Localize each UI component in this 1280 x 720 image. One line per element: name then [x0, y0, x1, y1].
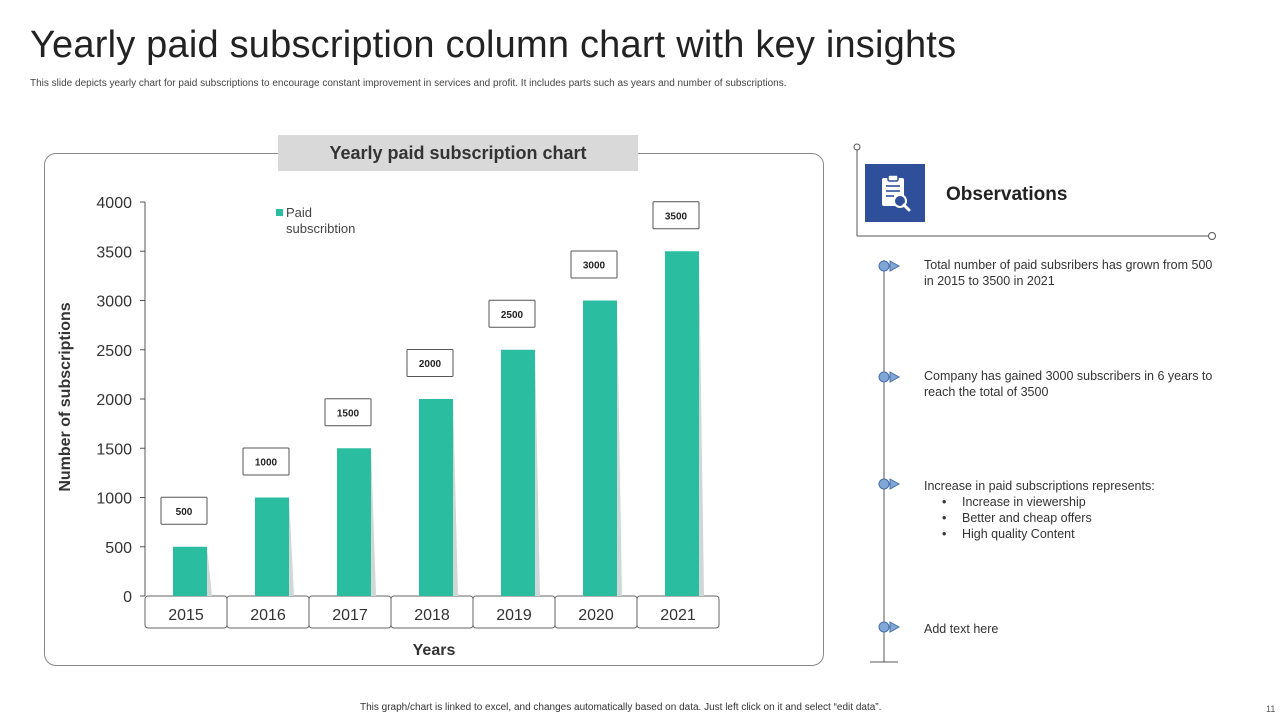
y-tick-label: 2500 [96, 343, 132, 360]
bar-shadow [699, 251, 704, 596]
data-label: 3500 [665, 211, 688, 222]
x-tick-label: 2018 [414, 607, 450, 624]
chart-bars [173, 251, 704, 596]
data-label-box [570, 250, 618, 279]
y-tick-label: 1000 [96, 491, 132, 508]
data-label: 1500 [337, 408, 360, 419]
observations-timeline [870, 260, 901, 663]
observation-bullet: High quality Content [942, 526, 1224, 542]
data-label: 500 [176, 507, 193, 518]
x-tick-label: 2021 [660, 607, 696, 624]
data-label-box [160, 496, 208, 525]
chart-header: Yearly paid subscription chart [278, 135, 638, 171]
timeline-marker-arrow [889, 621, 901, 633]
data-label: 2000 [419, 359, 442, 370]
x-tick-label: 2020 [578, 607, 614, 624]
clipboard-search-icon [865, 164, 925, 222]
y-tick-label: 3000 [96, 294, 132, 311]
observation-item: Add text here [924, 621, 1224, 637]
bar [255, 497, 289, 596]
observation-text: Increase in paid subscriptions represent… [924, 479, 1155, 493]
observation-item: Increase in paid subscriptions represent… [924, 478, 1224, 542]
observation-text: Company has gained 3000 subscribers in 6… [924, 369, 1213, 399]
bar [501, 349, 535, 596]
timeline-marker-dot [878, 371, 890, 383]
bar-shadow [371, 448, 376, 596]
bar-shadow [289, 497, 294, 596]
legend-text: Paid [286, 205, 312, 220]
legend-swatch [276, 209, 283, 216]
data-label-box [406, 349, 454, 377]
bar [419, 399, 453, 596]
observation-item: Total number of paid subsribers has grow… [924, 257, 1224, 289]
y-axis-title: Number of subscriptions [57, 302, 74, 491]
timeline-marker-arrow [889, 371, 901, 383]
timeline-marker-arrow [889, 260, 901, 272]
y-tick-label: 4000 [96, 195, 132, 212]
y-tick-label: 0 [123, 589, 132, 606]
bar [173, 546, 207, 596]
data-label-box [242, 447, 290, 476]
chart-axes: 0 500 1000 1500 2000 2500 3000 3500 4000 Number o… [57, 195, 720, 659]
observations-title: Observations [946, 184, 1068, 205]
observation-text: Total number of paid subsribers has grow… [924, 258, 1213, 288]
observation-bullet: Better and cheap offers [942, 510, 1224, 526]
y-tick-label: 3500 [96, 244, 132, 261]
data-label-box [324, 398, 372, 427]
y-tick-label: 1500 [96, 441, 132, 458]
y-tick-label: 2000 [96, 392, 132, 409]
data-label: 3000 [583, 261, 606, 272]
y-tick-label: 500 [105, 540, 132, 557]
bar-shadow [617, 300, 622, 596]
data-label: 2500 [501, 310, 524, 321]
bar-shadow [207, 546, 212, 596]
chart-data-labels: 500 1000 1500 2000 2500 3000 3500 [160, 201, 700, 525]
observation-bullets: Increase in viewershipBetter and cheap o… [942, 494, 1224, 542]
bar [583, 300, 617, 596]
observation-text: Add text here [924, 622, 999, 636]
timeline-marker-dot [878, 478, 890, 490]
legend-text: subscribtion [286, 221, 355, 236]
footer-note: This graph/chart is linked to excel, and… [360, 702, 882, 713]
x-tick-label: 2017 [332, 607, 368, 624]
timeline-marker-dot [878, 260, 890, 272]
x-tick-label: 2019 [496, 607, 532, 624]
page-number: 11 [1266, 704, 1276, 714]
observations-header-lines [853, 143, 1216, 240]
bar [665, 251, 699, 596]
bar-shadow [535, 349, 540, 596]
timeline-marker-arrow [889, 478, 901, 490]
data-label-box [488, 299, 536, 328]
x-axis-title: Years [413, 642, 456, 659]
page-subtitle: This slide depicts yearly chart for paid… [30, 78, 787, 89]
observation-bullet: Increase in viewership [942, 494, 1224, 510]
timeline-marker-dot [878, 621, 890, 633]
page-title: Yearly paid subscription column chart wi… [30, 24, 957, 66]
x-tick-label: 2015 [168, 607, 204, 624]
x-tick-label: 2016 [250, 607, 286, 624]
data-label-box [652, 201, 700, 230]
bar-shadow [453, 399, 458, 596]
observation-item: Company has gained 3000 subscribers in 6… [924, 368, 1224, 400]
data-label: 1000 [255, 458, 278, 469]
bar [337, 448, 371, 596]
